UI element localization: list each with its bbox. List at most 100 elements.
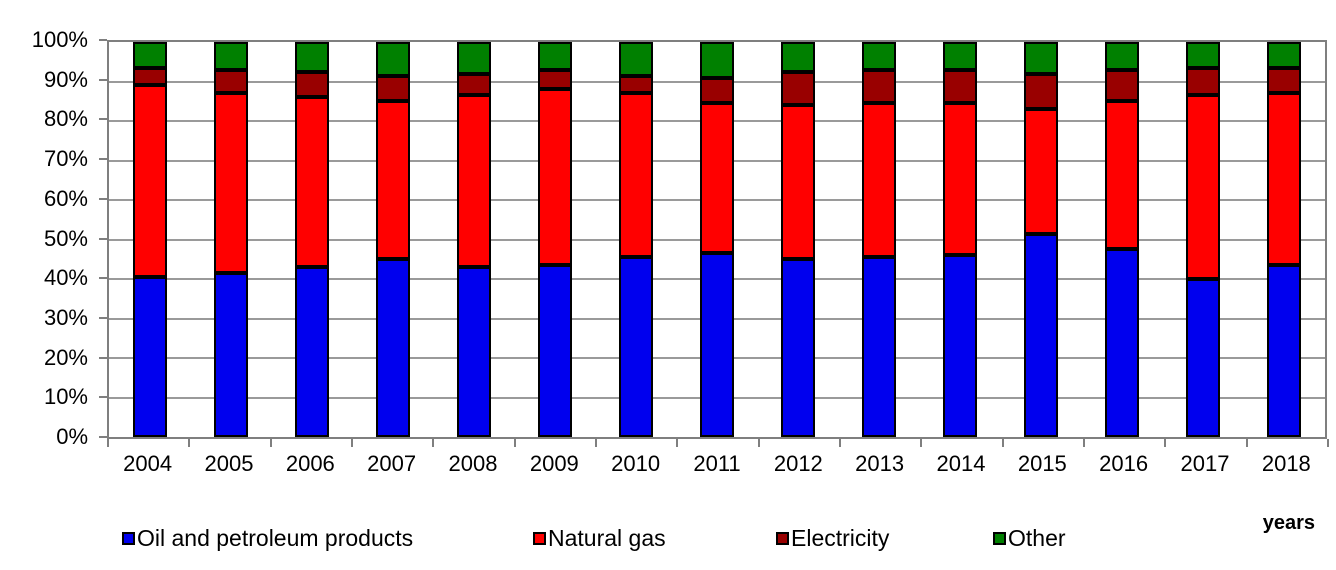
y-tick-label-100: 100%: [31, 27, 88, 52]
x-tick-mark: [188, 439, 191, 447]
bar-segment-2004-other: [132, 42, 167, 68]
bar-segment-2012-other: [781, 42, 816, 72]
bar-segment-2018-oil-and-petroleum-products: [1267, 265, 1302, 437]
bar-2008: [456, 42, 491, 437]
bar-2005: [213, 42, 248, 437]
bar-2013: [862, 42, 897, 437]
y-tick-mark: [99, 316, 107, 319]
legend-label: Oil and petroleum products: [137, 524, 414, 551]
x-tick-mark: [839, 439, 841, 447]
bar-2016: [1105, 42, 1140, 437]
x-tick-mark: [351, 439, 353, 447]
y-tick-mark: [99, 118, 107, 121]
x-tick-mark: [1001, 439, 1004, 447]
bar-segment-2011-oil-and-petroleum-products: [700, 253, 734, 437]
bar-segment-2013-other: [862, 42, 897, 70]
bar-2014: [943, 42, 978, 437]
y-tick-mark: [99, 396, 107, 399]
x-tick-label-2018: 2018: [1261, 451, 1311, 476]
x-tick-label-2014: 2014: [936, 451, 986, 476]
bar-segment-2010-oil-and-petroleum-products: [618, 257, 653, 437]
bar-segment-2017-natural-gas: [1186, 95, 1221, 279]
y-tick-label-0: 0%: [56, 424, 88, 449]
bar-segment-2014-natural-gas: [943, 103, 978, 256]
y-tick-mark: [99, 39, 107, 41]
bar-segment-2010-natural-gas: [618, 93, 653, 258]
bar-segment-2004-electricity: [132, 67, 167, 86]
x-tick-mark: [513, 439, 516, 447]
bar-segment-2006-other: [294, 42, 329, 72]
y-tick-mark: [99, 158, 107, 161]
x-tick-label-2007: 2007: [367, 451, 417, 476]
bar-segment-2011-other: [700, 42, 734, 78]
legend-label: Other: [1008, 524, 1066, 551]
bar-segment-2008-electricity: [456, 73, 491, 96]
bar-2015: [1024, 42, 1059, 437]
y-tick-label-70: 70%: [43, 146, 88, 172]
x-axis-title: years: [1262, 512, 1315, 534]
y-tick-label-50: 50%: [43, 225, 88, 251]
bar-segment-2017-electricity: [1186, 67, 1221, 96]
bar-2009: [537, 42, 572, 437]
y-tick-mark: [99, 277, 107, 280]
bar-segment-2008-natural-gas: [456, 95, 491, 268]
bar-segment-2005-electricity: [213, 69, 248, 94]
bar-2017: [1186, 42, 1221, 437]
bar-2007: [375, 42, 410, 437]
x-tick-mark: [1164, 439, 1167, 447]
bar-segment-2009-natural-gas: [537, 89, 572, 266]
y-tick-label-10: 10%: [43, 384, 88, 410]
bar-segment-2015-natural-gas: [1024, 109, 1059, 234]
bar-segment-2018-natural-gas: [1267, 93, 1302, 266]
bar-segment-2016-natural-gas: [1105, 101, 1140, 250]
y-tick-mark: [99, 356, 107, 359]
x-tick-mark: [757, 439, 760, 447]
x-tick-mark: [1083, 439, 1085, 447]
bar-segment-2009-oil-and-petroleum-products: [537, 265, 572, 437]
x-tick-label-2005: 2005: [204, 451, 254, 476]
y-tick-label-80: 80%: [43, 106, 88, 132]
bar-segment-2007-electricity: [375, 75, 410, 102]
bar-segment-2008-oil-and-petroleum-products: [456, 267, 491, 437]
bar-2006: [294, 42, 329, 437]
bar-segment-2018-electricity: [1267, 67, 1302, 94]
y-tick-mark: [99, 436, 107, 438]
bar-segment-2006-natural-gas: [294, 97, 329, 268]
y-tick-label-20: 20%: [43, 344, 88, 370]
legend-swatch-icon: [776, 531, 789, 545]
bar-segment-2008-other: [456, 42, 491, 74]
bar-segment-2013-electricity: [862, 69, 897, 104]
bar-segment-2007-oil-and-petroleum-products: [375, 259, 410, 437]
x-tick-mark: [269, 439, 272, 447]
bar-segment-2005-oil-and-petroleum-products: [213, 273, 248, 437]
y-tick-label-30: 30%: [43, 304, 88, 330]
bar-segment-2015-electricity: [1024, 73, 1059, 110]
y-tick-label-90: 90%: [43, 66, 88, 92]
plot-area: [107, 40, 1327, 439]
bar-segment-2016-other: [1105, 42, 1140, 70]
x-tick-label-2009: 2009: [529, 451, 579, 476]
bar-2010: [618, 42, 653, 437]
bar-segment-2013-oil-and-petroleum-products: [862, 257, 897, 437]
bar-segment-2016-electricity: [1105, 69, 1140, 102]
x-tick-label-2011: 2011: [693, 451, 741, 476]
bar-segment-2017-other: [1186, 42, 1221, 68]
bar-segment-2011-natural-gas: [700, 103, 734, 254]
bar-segment-2013-natural-gas: [862, 103, 897, 258]
legend-item-electricity: Electricity: [776, 525, 889, 551]
bar-2012: [781, 42, 816, 437]
y-tick-mark: [99, 197, 107, 200]
bar-segment-2005-other: [213, 42, 248, 70]
bar-segment-2015-other: [1024, 42, 1059, 74]
bar-segment-2016-oil-and-petroleum-products: [1105, 249, 1140, 437]
bar-segment-2014-other: [943, 42, 978, 70]
x-tick-mark: [595, 439, 597, 447]
x-tick-label-2010: 2010: [611, 451, 661, 476]
bar-segment-2012-electricity: [781, 71, 816, 106]
bar-segment-2010-electricity: [618, 75, 653, 94]
bar-segment-2012-oil-and-petroleum-products: [781, 259, 816, 437]
bar-segment-2009-other: [537, 42, 572, 70]
bar-segment-2014-electricity: [943, 69, 978, 104]
legend-swatch-icon: [993, 531, 1006, 545]
bar-2018: [1267, 42, 1302, 437]
